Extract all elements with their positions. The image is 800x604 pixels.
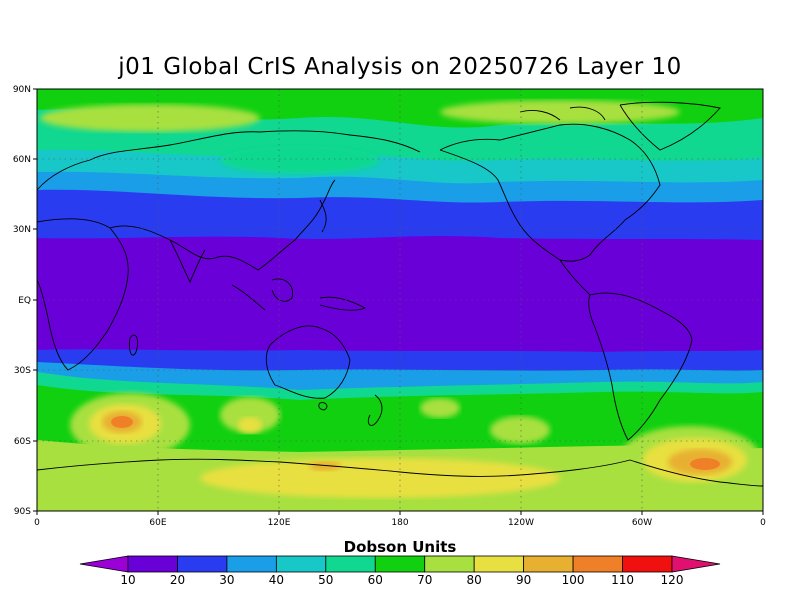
lat-label: 60N bbox=[13, 155, 31, 165]
colorbar-tick-label: 50 bbox=[318, 573, 333, 587]
colorbar-tick-label: 70 bbox=[417, 573, 432, 587]
colorbar bbox=[79, 555, 721, 573]
coastlines bbox=[37, 101, 763, 487]
colorbar-swatch bbox=[572, 555, 623, 573]
blob-orange-e bbox=[690, 458, 720, 470]
coast-tasmania bbox=[318, 402, 328, 411]
coast-africa bbox=[37, 218, 129, 371]
colorbar-tick-label: 10 bbox=[120, 573, 135, 587]
coast-eurasia-north bbox=[37, 130, 421, 191]
graticule bbox=[37, 89, 763, 511]
lat-label: 90N bbox=[13, 85, 31, 95]
band-north-blue bbox=[37, 189, 763, 240]
blob-yellow-c bbox=[238, 417, 262, 433]
colorbar-labels: 10 20 30 40 50 60 70 80 90 100 110 120 bbox=[120, 573, 683, 587]
coast-north-america bbox=[439, 123, 661, 262]
arctic-teal-a bbox=[220, 146, 380, 174]
coast-borneo bbox=[271, 278, 293, 302]
lon-label: 120W bbox=[508, 518, 534, 528]
coast-newguinea bbox=[319, 296, 367, 311]
lon-label: 180 bbox=[391, 518, 408, 528]
colorbar-swatch bbox=[127, 555, 178, 573]
lon-label: 0 bbox=[34, 518, 40, 528]
colorbar-tick-label: 110 bbox=[611, 573, 634, 587]
coast-arctic-islands bbox=[519, 106, 606, 121]
coast-antarctica bbox=[37, 458, 763, 487]
arctic-yellowgreen-b bbox=[440, 100, 680, 124]
colorbar-tick-label: 100 bbox=[562, 573, 585, 587]
coast-south-america bbox=[588, 292, 693, 441]
lon-labels: 0 60E 120E 180 120W 60W 0 bbox=[34, 518, 766, 528]
colorbar-min-arrow bbox=[79, 555, 129, 573]
blob-yellowgreen-d bbox=[420, 398, 460, 418]
coast-newzealand bbox=[367, 394, 383, 426]
coast-central-america bbox=[559, 259, 591, 296]
lat-label: 90S bbox=[14, 507, 31, 517]
colorbar-swatch bbox=[473, 555, 525, 573]
colorbar-swatch bbox=[226, 555, 277, 573]
blob-yellowgreen-c bbox=[220, 397, 280, 433]
colorbar-swatch bbox=[177, 555, 228, 573]
tick-marks bbox=[33, 88, 764, 515]
coast-sumatra bbox=[231, 284, 266, 311]
blob-orange-w bbox=[111, 416, 133, 428]
colorbar-tick-label: 90 bbox=[516, 573, 531, 587]
lat-labels: 90N 60N 30N EQ 30S 60S 90S bbox=[13, 85, 31, 517]
colorbar-tick-label: 80 bbox=[467, 573, 482, 587]
coast-india bbox=[169, 239, 206, 284]
colorbar-swatch bbox=[325, 555, 376, 573]
colorbar-swatch bbox=[622, 555, 673, 573]
lon-label: 0 bbox=[760, 518, 766, 528]
lon-label: 60W bbox=[632, 518, 652, 528]
map-title: j01 Global CrIS Analysis on 20250726 Lay… bbox=[118, 54, 682, 80]
colorbar-max-arrow bbox=[671, 555, 721, 573]
colorbar-tick-label: 20 bbox=[170, 573, 185, 587]
colorbar-tick-label: 120 bbox=[661, 573, 684, 587]
colorbar-swatch bbox=[275, 555, 327, 573]
arctic-yellowgreen-a bbox=[40, 104, 260, 132]
colorbar-swatch bbox=[523, 555, 574, 573]
colorbar-swatch bbox=[374, 555, 426, 573]
coast-australia bbox=[265, 325, 351, 399]
blob-yellowgreen-e bbox=[490, 416, 550, 444]
colorbar-title: Dobson Units bbox=[344, 538, 457, 556]
colorbar-tick-label: 60 bbox=[368, 573, 383, 587]
coast-greenland bbox=[619, 101, 721, 151]
colorbar-tick-label: 30 bbox=[219, 573, 234, 587]
lat-label: EQ bbox=[18, 296, 31, 306]
coast-madagascar bbox=[129, 334, 139, 356]
lon-label: 120E bbox=[268, 518, 291, 528]
lat-label: 30N bbox=[13, 225, 31, 235]
lat-label: 60S bbox=[14, 437, 31, 447]
colorbar-tick-label: 40 bbox=[269, 573, 284, 587]
blob-gold-s bbox=[309, 461, 341, 471]
lon-label: 60E bbox=[149, 518, 166, 528]
lat-label: 30S bbox=[14, 366, 31, 376]
blob-yellow-s bbox=[200, 458, 560, 498]
colorbar-swatch bbox=[424, 555, 475, 573]
